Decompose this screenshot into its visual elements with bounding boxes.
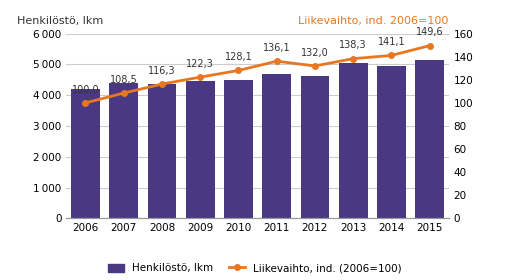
- Text: 100,0: 100,0: [71, 85, 99, 95]
- Bar: [223, 80, 252, 218]
- Bar: [147, 85, 176, 218]
- Text: Liikevaihto, ind. 2006=100: Liikevaihto, ind. 2006=100: [298, 16, 448, 26]
- Legend: Henkilöstö, lkm, Liikevaihto, ind. (2006=100): Henkilöstö, lkm, Liikevaihto, ind. (2006…: [104, 259, 405, 277]
- Bar: [109, 83, 138, 218]
- Text: 149,6: 149,6: [415, 27, 443, 37]
- Bar: [376, 66, 405, 218]
- Text: 141,1: 141,1: [377, 37, 405, 47]
- Bar: [262, 74, 291, 218]
- Text: 138,3: 138,3: [338, 40, 366, 50]
- Text: 136,1: 136,1: [262, 43, 290, 53]
- Bar: [300, 76, 329, 218]
- Text: Henkilöstö, lkm: Henkilöstö, lkm: [17, 16, 103, 26]
- Bar: [185, 81, 214, 218]
- Text: 116,3: 116,3: [148, 66, 176, 76]
- Text: 128,1: 128,1: [224, 52, 252, 62]
- Text: 122,3: 122,3: [186, 59, 214, 69]
- Bar: [338, 63, 367, 218]
- Text: 132,0: 132,0: [300, 48, 328, 58]
- Text: 108,5: 108,5: [109, 75, 137, 85]
- Bar: [414, 60, 443, 218]
- Bar: [71, 89, 100, 218]
